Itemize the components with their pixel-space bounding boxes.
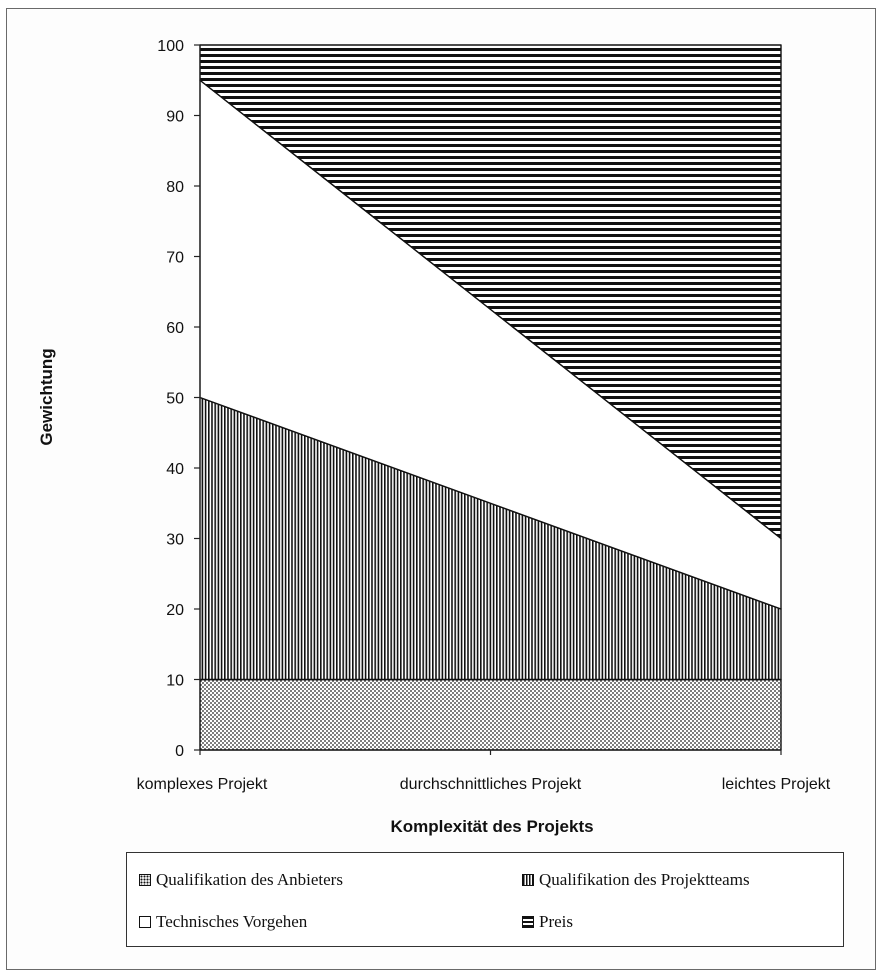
legend-label: Qualifikation des Anbieters — [156, 870, 343, 889]
legend-label: Technisches Vorgehen — [156, 912, 308, 931]
stacked-area-chart: 0 10 20 30 40 50 60 70 80 90 100 komplexes Projekt d… — [37, 38, 831, 836]
legend: Qualifikation des Anbieters Qualifikatio… — [126, 852, 844, 947]
y-tick-label: 0 — [175, 743, 184, 760]
y-tick-label: 100 — [157, 38, 184, 55]
legend-label: Qualifikation des Projektteams — [539, 870, 750, 889]
x-category-label: durchschnittliches Projekt — [400, 776, 582, 793]
area-series-1 — [199, 678, 782, 751]
y-tick-label: 40 — [166, 461, 184, 478]
horizontal-lines-pattern-icon — [522, 916, 534, 928]
y-tick-label: 10 — [166, 673, 184, 690]
white-fill-icon — [139, 916, 151, 928]
y-tick-label: 70 — [166, 250, 184, 267]
x-category-label: leichtes Projekt — [722, 776, 831, 793]
y-axis-title: Gewichtung — [37, 348, 56, 445]
y-tick-label: 60 — [166, 320, 184, 337]
x-axis-title: Komplexität des Projekts — [390, 817, 593, 836]
y-tick-label: 90 — [166, 109, 184, 126]
legend-label: Preis — [539, 912, 573, 931]
x-category-label: komplexes Projekt — [137, 776, 268, 793]
y-tick-label: 30 — [166, 532, 184, 549]
y-tick-label: 80 — [166, 179, 184, 196]
legend-item-qualifikation-anbieter: Qualifikation des Anbieters — [139, 870, 343, 890]
legend-item-technisches-vorgehen: Technisches Vorgehen — [139, 912, 307, 932]
legend-item-preis: Preis — [522, 912, 573, 932]
y-tick-label: 50 — [166, 391, 184, 408]
y-tick-label: 20 — [166, 602, 184, 619]
legend-item-qualifikation-projektteam: Qualifikation des Projektteams — [522, 870, 750, 890]
dots-pattern-icon — [139, 874, 151, 886]
vertical-lines-pattern-icon — [522, 874, 534, 886]
